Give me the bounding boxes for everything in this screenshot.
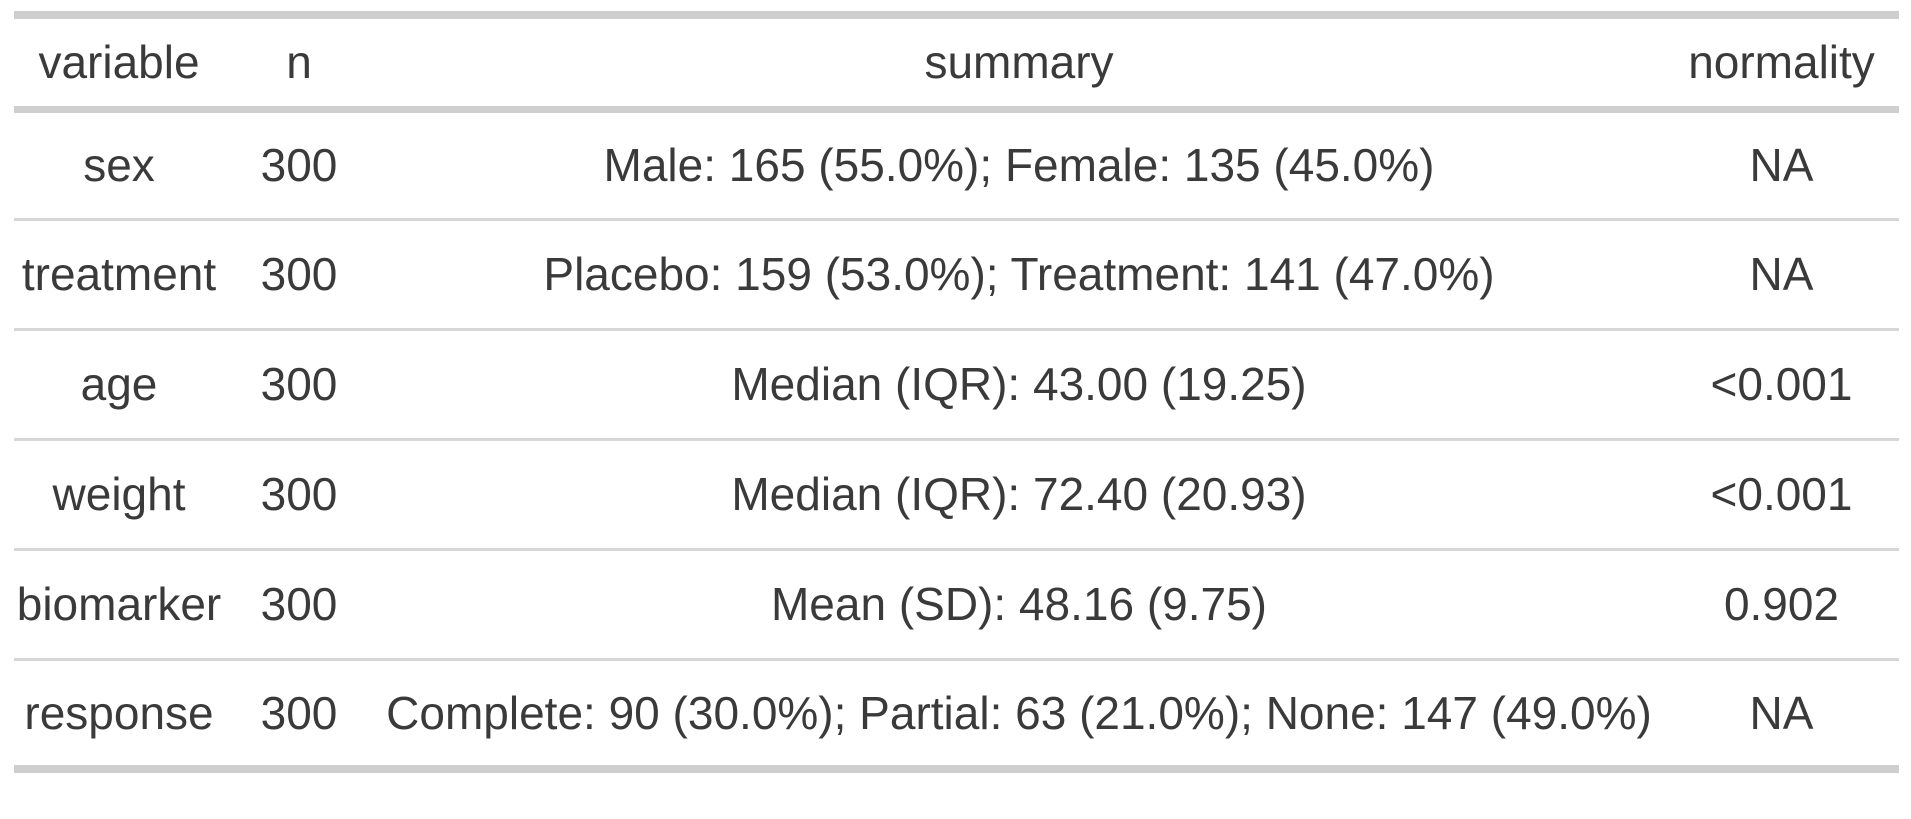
cell-normality: <0.001 xyxy=(1710,358,1853,410)
header-cell-normality: normality xyxy=(1688,36,1875,89)
cell-summary: Median (IQR): 43.00 (19.25) xyxy=(731,358,1307,410)
table-row: treatment 300 Placebo: 159 (53.0%); Trea… xyxy=(14,219,1899,329)
cell-variable: age xyxy=(80,358,158,410)
table-header: variable n summary normality xyxy=(14,15,1899,109)
cell-normality: NA xyxy=(1749,686,1814,739)
cell-normality: 0.902 xyxy=(1723,578,1840,630)
header-cell-n: n xyxy=(286,36,312,89)
table-body: sex 300 Male: 165 (55.0%); Female: 135 (… xyxy=(14,109,1899,769)
cell-summary: Complete: 90 (30.0%); Partial: 63 (21.0%… xyxy=(386,686,1652,739)
table-row: sex 300 Male: 165 (55.0%); Female: 135 (… xyxy=(14,109,1899,219)
cell-summary: Placebo: 159 (53.0%); Treatment: 141 (47… xyxy=(543,248,1495,300)
header-cell-summary: summary xyxy=(924,36,1114,89)
table-row: response 300 Complete: 90 (30.0%); Parti… xyxy=(14,659,1899,769)
cell-summary: Mean (SD): 48.16 (9.75) xyxy=(770,578,1267,630)
cell-summary: Median (IQR): 72.40 (20.93) xyxy=(731,468,1307,520)
table-row: age 300 Median (IQR): 43.00 (19.25) <0.0… xyxy=(14,329,1899,439)
cell-normality: NA xyxy=(1749,139,1814,191)
cell-n: 300 xyxy=(260,686,338,739)
cell-n: 300 xyxy=(260,578,338,630)
cell-normality: <0.001 xyxy=(1710,468,1853,520)
cell-variable: response xyxy=(24,686,214,739)
header-cell-variable: variable xyxy=(38,36,200,89)
cell-n: 300 xyxy=(260,139,338,191)
summary-table: variable n summary normality sex 300 Mal… xyxy=(14,11,1899,773)
cell-n: 300 xyxy=(260,358,338,410)
header-row: variable n summary normality xyxy=(14,15,1899,109)
cell-normality: NA xyxy=(1749,248,1814,300)
cell-n: 300 xyxy=(260,468,338,520)
cell-variable: biomarker xyxy=(16,578,222,630)
cell-variable: sex xyxy=(83,139,155,191)
table-row: biomarker 300 Mean (SD): 48.16 (9.75) 0.… xyxy=(14,549,1899,659)
cell-variable: weight xyxy=(52,468,186,520)
cell-n: 300 xyxy=(260,248,338,300)
cell-summary: Male: 165 (55.0%); Female: 135 (45.0%) xyxy=(603,139,1435,191)
cell-variable: treatment xyxy=(21,248,217,300)
table-row: weight 300 Median (IQR): 72.40 (20.93) <… xyxy=(14,439,1899,549)
